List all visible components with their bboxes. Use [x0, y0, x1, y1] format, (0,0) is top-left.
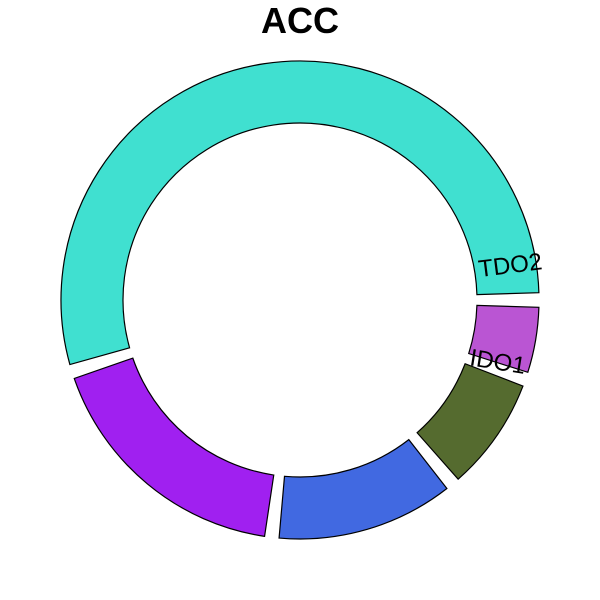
donut-slice-2 — [278, 438, 448, 540]
donut-slice-3 — [416, 362, 524, 481]
donut-slice-4 — [467, 304, 540, 374]
donut-slice-0 — [60, 60, 540, 366]
donut-slices — [60, 60, 540, 540]
chart-title: ACC — [261, 0, 339, 41]
donut-slice-1 — [73, 357, 275, 538]
